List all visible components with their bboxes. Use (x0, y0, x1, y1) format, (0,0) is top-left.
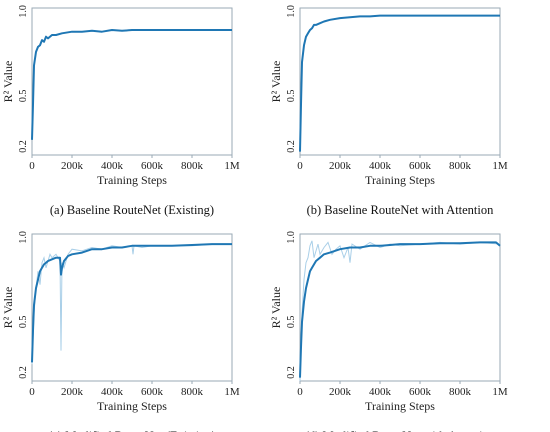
x-tick-label: 400k (101, 386, 124, 398)
x-tick-label: 0 (297, 160, 303, 172)
y-axis-label: R² Value (1, 287, 15, 329)
x-tick-label: 600k (409, 160, 432, 172)
panel-caption: (b) Baseline RouteNet with Attention (307, 203, 495, 217)
x-tick-label: 200k (61, 160, 84, 172)
y-axis-label: R² Value (269, 287, 283, 329)
x-tick-label: 800k (181, 160, 204, 172)
x-tick-label: 600k (141, 386, 164, 398)
raw-series-line (299, 240, 501, 382)
plot-frame (31, 233, 233, 382)
y-tick-label: 1.0 (286, 231, 297, 244)
y-tick-label: 0.2 (286, 140, 297, 153)
panel-caption: (a) Baseline RouteNet (Existing) (50, 203, 214, 217)
panel-caption: (c) Modified RouteNet (Existing) (48, 429, 216, 432)
panel-b: 0 200k 400k 600k 800k 1M 0.2 0.5 1.0 Training Ste… (269, 5, 508, 217)
y-tick-label: 0.5 (18, 90, 29, 103)
x-tick-label: 1M (224, 386, 240, 398)
y-tick-label: 0.2 (286, 366, 297, 379)
y-tick-label: 0.5 (286, 316, 297, 329)
y-tick-label: 1.0 (18, 5, 29, 18)
y-tick-label: 0.2 (18, 140, 29, 153)
plot-frame (299, 7, 501, 156)
y-axis-label: R² Value (269, 61, 283, 103)
panel-caption: (d) Modified RouteNet with Attention (305, 429, 496, 432)
x-tick-label: 800k (449, 386, 472, 398)
x-tick-label: 400k (369, 386, 392, 398)
x-tick-label: 1M (492, 160, 508, 172)
x-tick-label: 1M (492, 386, 508, 398)
x-axis-label: Training Steps (97, 399, 167, 413)
series-line (31, 29, 232, 140)
x-axis-label: Training Steps (365, 173, 435, 187)
panel-c: 0 200k 400k 600k 800k 1M 0.2 0.5 1.0 Training Ste… (1, 231, 240, 432)
y-tick-label: 0.5 (286, 90, 297, 103)
x-tick-label: 400k (369, 160, 392, 172)
panel-a: 0 200k 400k 600k 800k 1M 0.2 0.5 1.0 Training Ste… (1, 5, 240, 217)
series-line (299, 14, 500, 152)
x-tick-label: 600k (141, 160, 164, 172)
x-tick-label: 800k (449, 160, 472, 172)
x-axis-label: Training Steps (365, 399, 435, 413)
series-line (299, 241, 501, 378)
x-tick-label: 1M (224, 160, 240, 172)
x-tick-label: 200k (61, 386, 84, 398)
x-axis-label: Training Steps (97, 173, 167, 187)
x-tick-label: 400k (101, 160, 124, 172)
y-axis-label: R² Value (1, 61, 15, 103)
panel-d: 0 200k 400k 600k 800k 1M 0.2 0.5 1.0 Training Ste… (269, 231, 508, 432)
x-tick-label: 600k (409, 386, 432, 398)
series-line (31, 243, 232, 363)
y-tick-label: 1.0 (18, 231, 29, 244)
y-tick-label: 0.2 (18, 366, 29, 379)
x-tick-label: 0 (297, 386, 303, 398)
y-tick-label: 0.5 (18, 316, 29, 329)
x-tick-label: 800k (181, 386, 204, 398)
x-tick-label: 0 (29, 386, 35, 398)
x-tick-label: 200k (329, 386, 352, 398)
x-tick-label: 200k (329, 160, 352, 172)
raw-series-line (31, 243, 232, 365)
x-tick-label: 0 (29, 160, 35, 172)
y-tick-label: 1.0 (286, 5, 297, 18)
plot-frame (299, 233, 501, 382)
